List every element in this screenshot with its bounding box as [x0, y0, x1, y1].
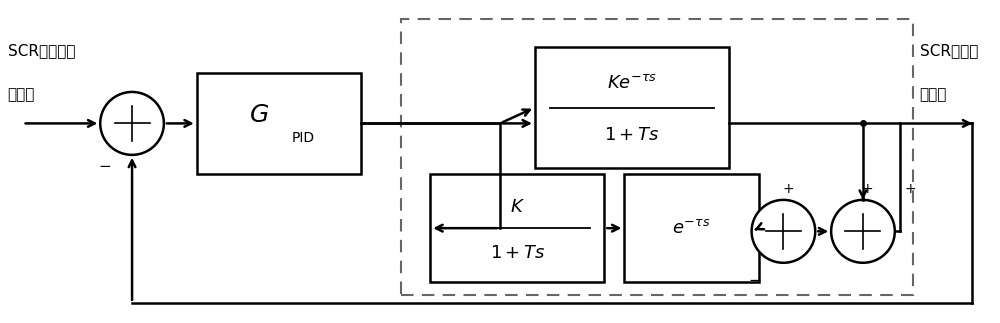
Text: SCR反应器设: SCR反应器设: [8, 43, 75, 58]
Text: SCR反应器: SCR反应器: [920, 43, 978, 58]
Text: $Ke^{-\tau s}$: $Ke^{-\tau s}$: [607, 74, 657, 92]
Bar: [197, 73, 361, 174]
Text: +: +: [782, 182, 794, 196]
Text: 前温度: 前温度: [920, 87, 947, 102]
Text: $K$: $K$: [510, 198, 525, 215]
Bar: [624, 174, 759, 282]
Text: $e^{-\tau s}$: $e^{-\tau s}$: [672, 219, 711, 237]
Text: +: +: [862, 182, 874, 196]
Bar: [430, 174, 604, 282]
Text: $1+Ts$: $1+Ts$: [604, 126, 660, 144]
Text: 定温度: 定温度: [8, 87, 35, 102]
Text: +: +: [905, 182, 917, 196]
Text: $-$: $-$: [748, 271, 761, 286]
Text: $1+Ts$: $1+Ts$: [490, 244, 545, 262]
Bar: [535, 47, 729, 168]
Polygon shape: [831, 200, 895, 263]
Polygon shape: [752, 200, 815, 263]
Polygon shape: [100, 92, 164, 155]
Text: $G$: $G$: [249, 103, 269, 128]
Text: PID: PID: [292, 131, 315, 145]
Text: $-$: $-$: [98, 157, 112, 172]
Bar: [401, 19, 913, 295]
